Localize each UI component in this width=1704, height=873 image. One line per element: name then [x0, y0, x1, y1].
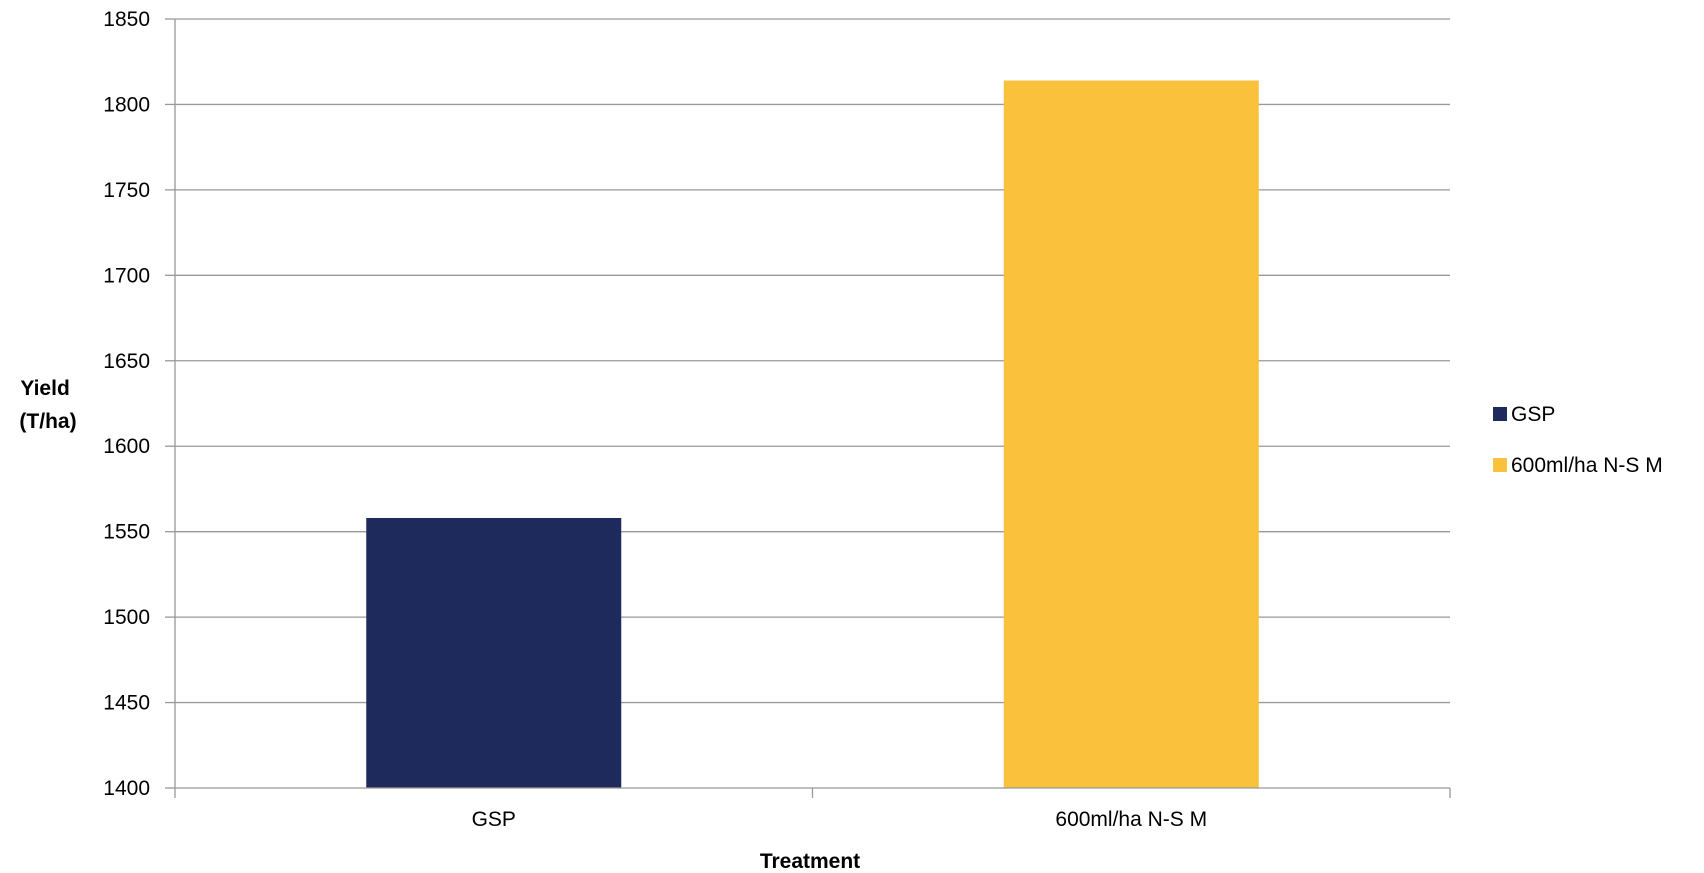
y-tick-label: 1500: [103, 606, 150, 629]
x-axis-title: Treatment: [760, 850, 860, 873]
legend-label: GSP: [1511, 403, 1555, 426]
y-tick-label: 1550: [103, 521, 150, 544]
y-tick-label: 1450: [103, 692, 150, 715]
y-axis-title-line-2: (T/ha): [19, 410, 76, 433]
bars: [366, 80, 1259, 788]
y-axis-title: Yield (T/ha): [19, 377, 76, 433]
y-tick-labels: 1400 1450 1500 1550 1600 1650 1700 1750 1800 1850: [103, 8, 150, 800]
legend-swatch: [1493, 407, 1507, 421]
x-tick-label: GSP: [472, 808, 516, 831]
x-tick-labels: GSP 600ml/ha N-S M: [472, 808, 1208, 831]
bar-0: [366, 517, 622, 788]
x-tick-label: 600ml/ha N-S M: [1055, 808, 1207, 831]
legend: GSP 600ml/ha N-S M: [1493, 403, 1663, 477]
legend-label: 600ml/ha N-S M: [1511, 454, 1663, 477]
y-tick-label: 1750: [103, 179, 150, 202]
bar-1: [1003, 80, 1259, 788]
y-tick-label: 1650: [103, 350, 150, 373]
y-tick-label: 1800: [103, 93, 150, 116]
y-axis-title-line-1: Yield: [20, 377, 69, 400]
y-tick-label: 1700: [103, 264, 150, 287]
y-tick-label: 1600: [103, 435, 150, 458]
legend-swatch: [1493, 458, 1507, 472]
axes: [165, 18, 1451, 798]
y-tick-label: 1850: [103, 8, 150, 31]
y-tick-label: 1400: [103, 777, 150, 800]
